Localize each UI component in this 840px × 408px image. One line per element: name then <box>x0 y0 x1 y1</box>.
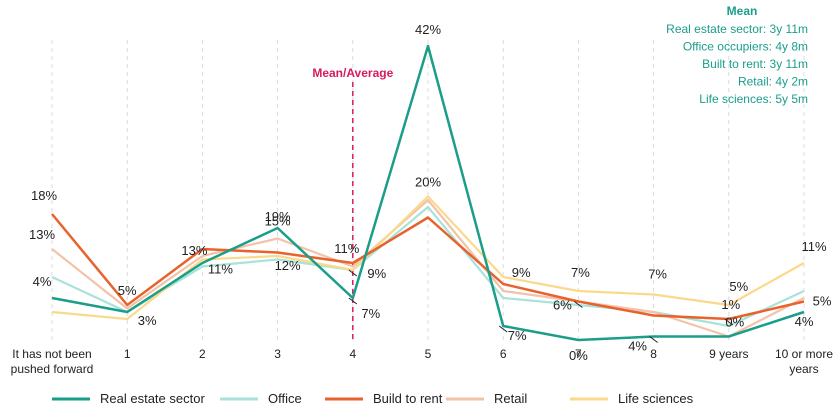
x-tick-label-0-0: It has not been <box>12 347 91 361</box>
legend-label-1: Office <box>268 391 302 406</box>
data-label-life-sciences-6: 9% <box>512 265 531 280</box>
data-label-build-to-rent-4: 11% <box>334 241 359 256</box>
data-label-life-sciences-7: 7% <box>571 265 590 280</box>
data-label-life-sciences-9: 5% <box>729 279 748 294</box>
data-label-retail-0: 13% <box>29 227 55 242</box>
mean-box-title: Mean <box>727 4 758 18</box>
legend-label-0: Real estate sector <box>100 391 205 406</box>
data-label-build-to-rent-0: 18% <box>31 188 57 203</box>
data-label-life-sciences-4: 9% <box>367 266 386 281</box>
data-label-real-estate-sector-3: 19% <box>265 209 291 224</box>
data-label-real-estate-sector-9: 0% <box>725 315 744 330</box>
data-label-life-sciences-10: 11% <box>801 239 826 254</box>
x-tick-label-10-1: years <box>789 362 818 376</box>
x-tick-label-9-0: 9 years <box>709 347 748 361</box>
data-label-real-estate-sector-6: 7% <box>508 328 527 343</box>
mean-box-line-4: Life sciences: 5y 5m <box>699 92 808 106</box>
label-leader-4 <box>649 336 658 343</box>
legend-label-3: Retail <box>494 391 527 406</box>
series-line-build-to-rent <box>51 213 805 321</box>
data-label-real-estate-sector-7: 0% <box>569 348 588 363</box>
mean-average-label: Mean/Average <box>312 66 393 80</box>
x-tick-label-8-0: 8 <box>650 347 657 361</box>
data-label-real-estate-sector-0: 4% <box>33 274 52 289</box>
mean-box-line-1: Office occupiers: 4y 8m <box>683 40 808 54</box>
x-tick-label-3-0: 3 <box>274 347 281 361</box>
x-tick-label-2-0: 2 <box>199 347 206 361</box>
data-label-life-sciences-3: 12% <box>275 258 301 273</box>
series-line-real-estate-sector <box>51 44 805 342</box>
legend-label-2: Build to rent <box>373 391 443 406</box>
label-leader-3 <box>574 301 583 308</box>
mean-box-line-2: Built to rent: 3y 11m <box>702 57 808 71</box>
data-label-life-sciences-8: 7% <box>648 267 667 282</box>
data-label-real-estate-sector-5: 42% <box>415 22 441 37</box>
series-line-retail <box>51 198 805 338</box>
x-tick-label-0-1: pushed forward <box>11 362 94 376</box>
x-tick-label-6-0: 6 <box>500 347 507 361</box>
label-leader-1 <box>348 269 358 277</box>
data-label-build-to-rent-9: 1% <box>721 297 740 312</box>
data-label-real-estate-sector-4: 7% <box>361 306 380 321</box>
label-leader-2 <box>498 325 508 333</box>
data-label-life-sciences-1: 3% <box>138 313 157 328</box>
data-label-life-sciences-5: 20% <box>415 175 441 190</box>
data-label-real-estate-sector-1: 5% <box>118 283 137 298</box>
data-label-build-to-rent-7: 6% <box>553 298 572 313</box>
x-tick-label-10-0: 10 or more <box>775 347 833 361</box>
label-leader-5 <box>724 318 734 326</box>
data-label-real-estate-sector-8: 4% <box>628 339 647 354</box>
data-label-real-estate-sector-10: 4% <box>795 314 814 329</box>
legend-label-4: Life sciences <box>618 391 694 406</box>
x-tick-label-5-0: 5 <box>425 347 432 361</box>
data-label-life-sciences-2: 11% <box>208 262 233 277</box>
mean-box-line-0: Real estate sector: 3y 11m <box>666 22 808 36</box>
mean-box-line-3: Retail: 4y 2m <box>738 75 808 89</box>
x-tick-label-7-0: 7 <box>575 347 582 361</box>
x-tick-label-4-0: 4 <box>349 347 356 361</box>
data-label-retail-3: 15% <box>265 214 291 229</box>
x-tick-label-1-0: 1 <box>124 347 131 361</box>
label-leader-0 <box>348 297 358 305</box>
data-label-build-to-rent-10: 5% <box>813 294 832 309</box>
data-label-real-estate-sector-2: 13% <box>181 243 207 258</box>
